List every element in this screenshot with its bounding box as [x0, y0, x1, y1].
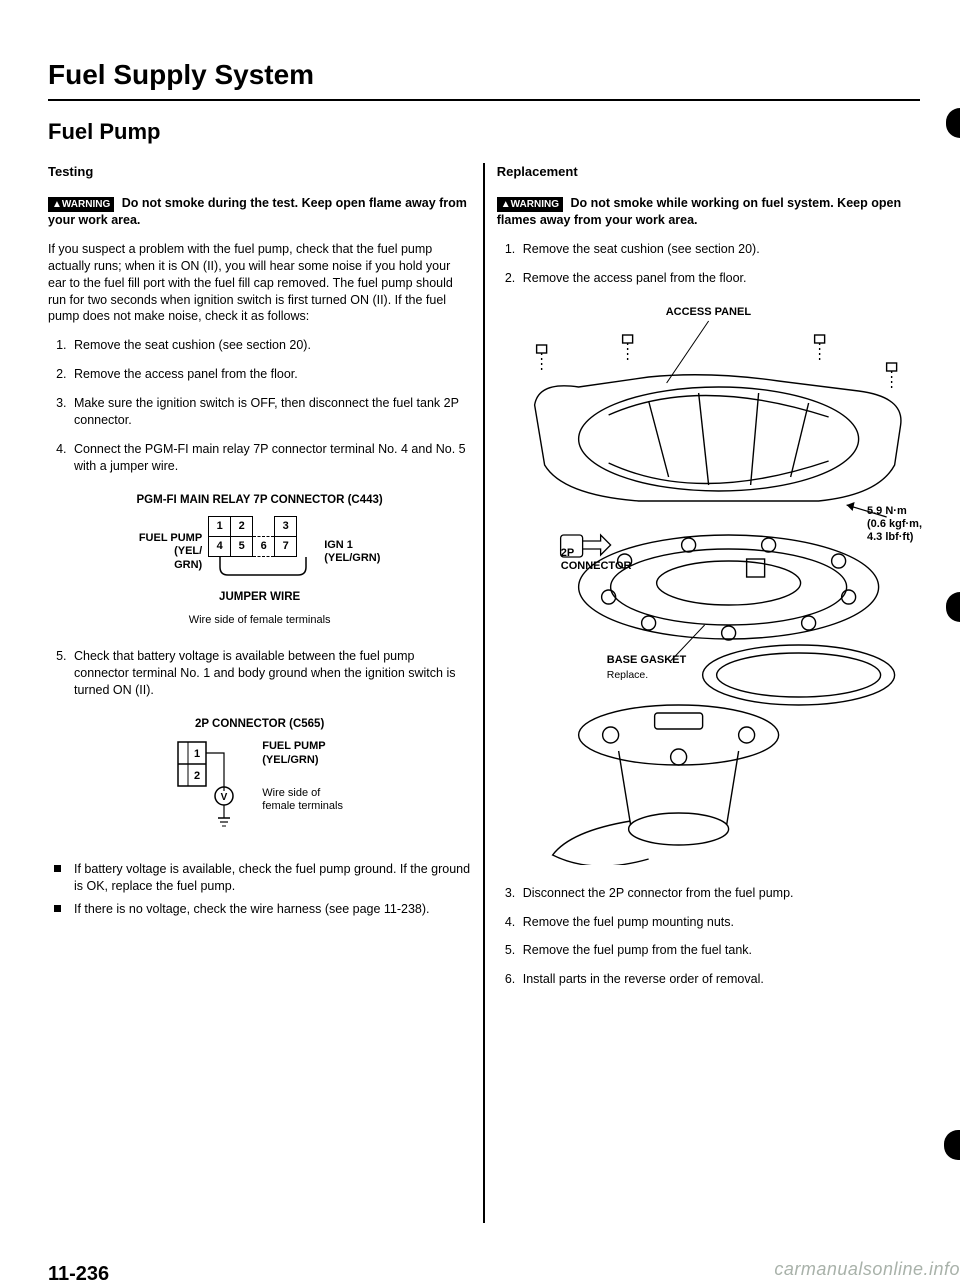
svg-text:1: 1: [194, 748, 200, 760]
cell-5: 5: [231, 537, 253, 557]
title-rule: [48, 99, 920, 101]
diag2: 1 2 V FUEL PUMP (YEL: [48, 740, 471, 835]
cell-6: 6: [253, 537, 275, 557]
warning-right: ▲WARNING Do not smoke while working on f…: [497, 195, 920, 229]
step-5: Check that battery voltage is available …: [70, 648, 471, 699]
callout-torque: 5.9 N·m (0.6 kgf·m, 4.3 lbf·ft): [867, 505, 922, 545]
bullet-2: If there is no voltage, check the wire h…: [70, 901, 471, 918]
svg-text:V: V: [221, 792, 228, 803]
page-subtitle: Fuel Pump: [48, 119, 920, 145]
testing-heading: Testing: [48, 163, 471, 181]
diag1-left-label: FUEL PUMP (YEL/ GRN): [139, 532, 202, 572]
callout-connector: 2P CONNECTOR: [561, 547, 632, 573]
cell-2: 2: [231, 517, 253, 537]
svg-text:2: 2: [194, 770, 200, 782]
warning-left: ▲WARNING Do not smoke during the test. K…: [48, 195, 471, 229]
diag1-connector: 1 2 3 4 5 6 7: [208, 516, 318, 588]
cell-4: 4: [209, 537, 231, 557]
step-3: Make sure the ignition switch is OFF, th…: [70, 395, 471, 429]
diag2-wire-side-label: Wire side of female terminals: [262, 787, 343, 813]
right-column: Replacement ▲WARNING Do not smoke while …: [485, 163, 920, 1223]
r-step-1: Remove the seat cushion (see section 20)…: [519, 241, 920, 258]
diag1-title: PGM-FI MAIN RELAY 7P CONNECTOR (C443): [48, 493, 471, 509]
warning-icon: ▲WARNING: [48, 197, 114, 213]
diag2-fuel-pump-label: FUEL PUMP (YEL/GRN): [262, 740, 343, 766]
watermark: carmanualsonline.info: [774, 1259, 960, 1280]
jumper-wire-icon: [208, 557, 318, 583]
warning-icon-right: ▲WARNING: [497, 197, 563, 213]
diag1: FUEL PUMP (YEL/ GRN) 1 2 3 4 5: [48, 516, 471, 588]
r-step-6: Install parts in the reverse order of re…: [519, 971, 920, 988]
step-4: Connect the PGM-FI main relay 7P connect…: [70, 441, 471, 475]
step-1: Remove the seat cushion (see section 20)…: [70, 337, 471, 354]
callout-access-panel: ACCESS PANEL: [666, 305, 751, 320]
replacement-heading: Replacement: [497, 163, 920, 181]
r-step-2: Remove the access panel from the floor.: [519, 270, 920, 287]
diag2-title: 2P CONNECTOR (C565): [48, 717, 471, 733]
fuel-pump-diagram: ACCESS PANEL 5.9 N·m (0.6 kgf·m, 4.3 lbf…: [497, 305, 920, 865]
diag2-connector-icon: 1 2 V: [176, 740, 246, 830]
diag1-right-label: IGN 1 (YEL/GRN): [324, 539, 380, 565]
bullet-1: If battery voltage is available, check t…: [70, 861, 471, 895]
r-step-5: Remove the fuel pump from the fuel tank.: [519, 942, 920, 959]
intro-paragraph: If you suspect a problem with the fuel p…: [48, 241, 471, 325]
page-title: Fuel Supply System: [48, 59, 920, 91]
cell-7: 7: [275, 537, 297, 557]
cell-1: 1: [209, 517, 231, 537]
step-2: Remove the access panel from the floor.: [70, 366, 471, 383]
r-step-4: Remove the fuel pump mounting nuts.: [519, 914, 920, 931]
callout-base-gasket: BASE GASKET Replace.: [607, 653, 686, 683]
cell-3: 3: [275, 517, 297, 537]
pump-illustration: [497, 305, 920, 865]
r-step-3: Disconnect the 2P connector from the fue…: [519, 885, 920, 902]
diag1-bottom: JUMPER WIRE: [48, 590, 471, 606]
diag1-sub: Wire side of female terminals: [48, 613, 471, 628]
left-column: Testing ▲WARNING Do not smoke during the…: [48, 163, 483, 1223]
